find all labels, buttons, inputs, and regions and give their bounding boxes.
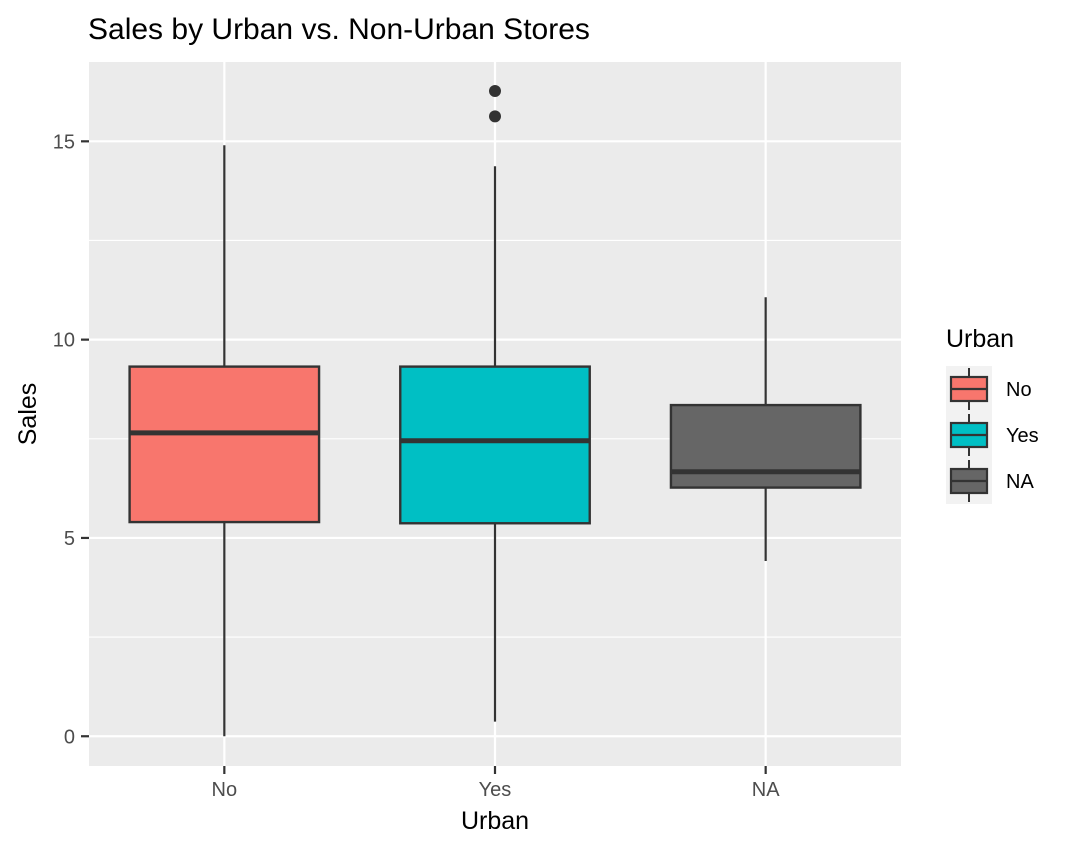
legend-key-na: NA — [946, 458, 1034, 504]
outlier-point — [489, 84, 501, 97]
x-tick-label: Yes — [479, 779, 512, 801]
x-axis-title: Urban — [461, 807, 529, 835]
y-axis: 0 5 10 15 — [53, 131, 89, 748]
x-tick-label: No — [212, 779, 238, 801]
box-na — [669, 297, 862, 561]
boxes — [128, 84, 862, 737]
chart-title: Sales by Urban vs. Non-Urban Stores — [88, 13, 590, 46]
outlier-point — [489, 110, 501, 123]
legend: Urban No Yes NA — [946, 325, 1039, 504]
y-tick-label: 0 — [64, 726, 75, 748]
y-tick-label: 5 — [64, 528, 75, 550]
x-tick-label: NA — [752, 779, 780, 801]
legend-key-yes: Yes — [946, 412, 1039, 458]
y-axis-title: Sales — [14, 383, 42, 446]
legend-key-no: No — [946, 366, 1032, 412]
legend-label: No — [1006, 379, 1032, 401]
legend-title: Urban — [946, 325, 1014, 353]
box-no — [128, 145, 321, 737]
box-iqr — [399, 365, 591, 525]
x-axis: No Yes NA — [212, 766, 780, 801]
legend-label: Yes — [1006, 425, 1039, 447]
box-iqr — [128, 365, 321, 524]
box-iqr — [669, 403, 862, 489]
y-tick-label: 15 — [53, 131, 75, 153]
box-yes — [399, 84, 591, 722]
legend-label: NA — [1006, 471, 1034, 493]
y-tick-label: 10 — [53, 330, 75, 352]
